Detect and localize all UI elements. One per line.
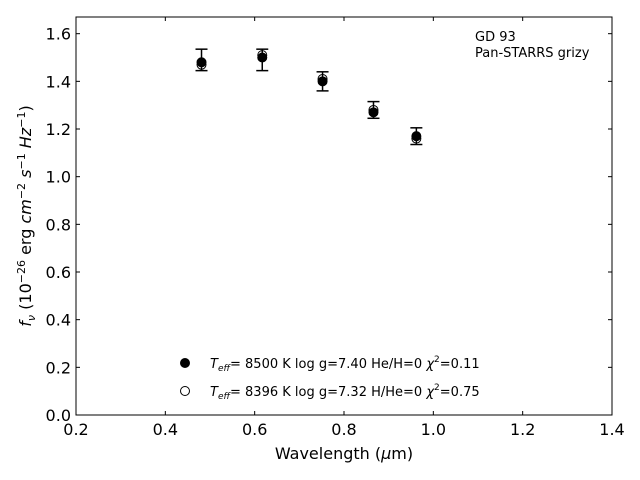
y-tick-label-3: 0.6	[46, 263, 71, 282]
filled-point-3	[368, 107, 379, 118]
open-point-0	[196, 59, 207, 70]
plot-frame	[75, 16, 613, 416]
open-point-3	[368, 104, 379, 115]
legend-2-logg: log g=7.32	[295, 385, 367, 400]
legend-1-teff: 8500 K	[245, 357, 291, 372]
y-tick-label-5: 1.0	[46, 168, 71, 187]
y-tick-label-1: 0.2	[46, 358, 71, 377]
legend-1-comp: He/H=0	[371, 357, 422, 372]
filled-point-2	[317, 76, 328, 87]
x-tick-label-0: 0.2	[63, 420, 88, 439]
x-tick-label-2: 0.6	[242, 420, 267, 439]
legend-2-teff: 8396 K	[245, 385, 291, 400]
legend-1-chi: =0.11	[440, 357, 480, 372]
filled-point-0	[196, 57, 207, 68]
annotation-survey: Pan-STARRS grizy	[475, 46, 590, 61]
x-tick-label-5: 1.2	[510, 420, 535, 439]
x-tick-label-3: 0.8	[331, 420, 356, 439]
legend-2-chi: =0.75	[440, 385, 480, 400]
y-tick-label-2: 0.4	[46, 311, 71, 330]
filled-point-4	[411, 131, 422, 142]
data-points	[196, 50, 422, 144]
filled-point-1	[257, 52, 268, 63]
legend: Teff= 8500 K log g=7.40 He/H=0 χ2=0.11 T…	[180, 355, 480, 402]
legend-marker-filled	[180, 358, 190, 368]
legend-entry-2: Teff= 8396 K log g=7.32 H/He=0 χ2=0.75	[210, 383, 480, 402]
legend-entry-1: Teff= 8500 K log g=7.40 He/H=0 χ2=0.11	[210, 355, 480, 374]
legend-2-comp: H/He=0	[371, 385, 422, 400]
error-bars	[195, 48, 423, 146]
annotation-object: GD 93	[475, 30, 516, 45]
y-tick-label-7: 1.4	[46, 72, 71, 91]
y-tick-label-4: 0.8	[46, 215, 71, 234]
open-point-1	[257, 50, 268, 61]
y-tick-label-8: 1.6	[46, 25, 71, 44]
x-axis: 0.2 0.4 0.6 0.8 1.0 1.2 1.4	[63, 17, 625, 439]
open-point-2	[317, 73, 328, 84]
y-axis: 0.0 0.2 0.4 0.6 0.8 1.0 1.2 1.4 1.6	[46, 25, 612, 425]
y-tick-label-0: 0.0	[46, 406, 71, 425]
y-axis-label: fν (10−26 erg cm−2 s−1 Hz−1)	[15, 105, 38, 326]
legend-marker-open	[180, 386, 190, 396]
open-point-4	[411, 133, 422, 144]
legend-1-logg: log g=7.40	[295, 357, 367, 372]
x-tick-label-6: 1.4	[599, 420, 624, 439]
y-tick-label-6: 1.2	[46, 120, 71, 139]
x-axis-label: Wavelength (μm)	[275, 444, 413, 463]
x-tick-label-4: 1.0	[421, 420, 446, 439]
x-tick-label-1: 0.4	[153, 420, 178, 439]
